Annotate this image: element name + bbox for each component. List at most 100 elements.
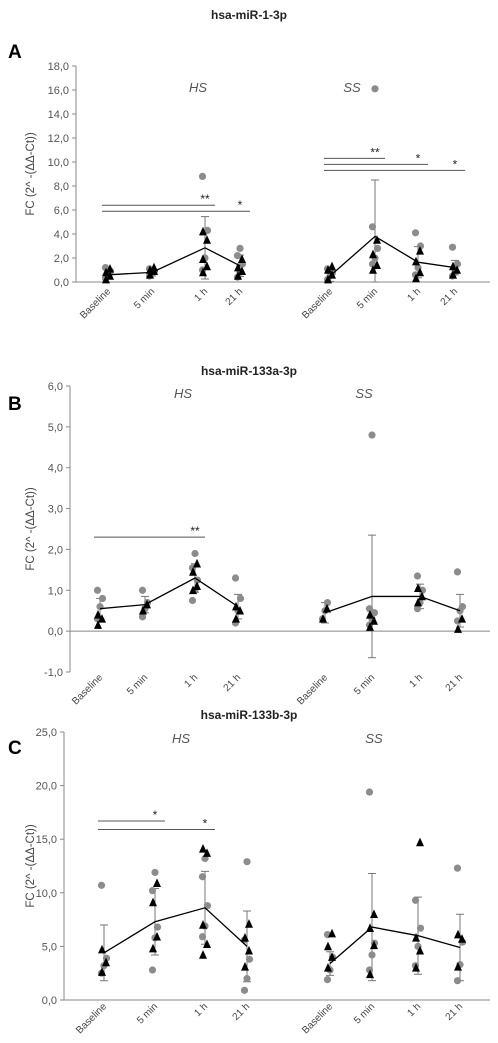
data-point-black bbox=[189, 585, 197, 595]
y-tick-label: 2,0 bbox=[48, 544, 63, 556]
y-tick-label: 3,0 bbox=[48, 504, 63, 516]
panel-label: B bbox=[8, 394, 22, 415]
data-point-black bbox=[146, 265, 154, 274]
data-point-black bbox=[102, 274, 110, 284]
significance-label: * bbox=[453, 157, 458, 171]
data-point-grey bbox=[96, 603, 104, 611]
data-point-black bbox=[199, 920, 207, 929]
data-point-black bbox=[319, 614, 327, 623]
data-point-grey bbox=[236, 594, 245, 603]
data-point-grey bbox=[323, 976, 332, 984]
data-point-black bbox=[370, 616, 378, 625]
data-point-black bbox=[199, 267, 207, 277]
data-point-grey bbox=[231, 574, 240, 582]
data-point-grey bbox=[453, 617, 462, 625]
data-point-grey bbox=[413, 605, 422, 613]
data-point-black bbox=[412, 273, 420, 283]
significance-label: ** bbox=[200, 192, 210, 206]
data-point-grey bbox=[148, 966, 157, 974]
y-tick-label: 10,0 bbox=[36, 888, 57, 900]
data-point-grey bbox=[245, 955, 254, 963]
data-point-black bbox=[238, 266, 246, 275]
data-point-black bbox=[414, 597, 422, 607]
data-point-grey bbox=[98, 594, 107, 603]
data-point-black bbox=[150, 262, 158, 272]
x-tick-label: Baseline bbox=[300, 1001, 335, 1036]
data-point-grey bbox=[368, 223, 377, 231]
data-point-black bbox=[139, 605, 147, 615]
chart-panel-b: hsa-miR-133a-3p B -1,0 0,0 1,0 2,0 3,0 4,0 5,0 6,… bbox=[8, 364, 490, 707]
y-tick-label: 0,0 bbox=[42, 995, 57, 1007]
data-point-grey bbox=[416, 924, 425, 932]
data-point-grey bbox=[368, 431, 376, 439]
y-tick-label: 6,0 bbox=[48, 381, 63, 393]
data-point-grey bbox=[323, 598, 332, 607]
data-point-black bbox=[369, 265, 377, 274]
y-tick-label: 16,0 bbox=[48, 85, 69, 97]
data-point-grey bbox=[411, 896, 420, 904]
data-point-grey bbox=[243, 974, 251, 983]
x-tick-label: Baseline bbox=[295, 672, 330, 707]
data-point-black bbox=[199, 226, 207, 236]
data-point-black bbox=[324, 274, 332, 284]
data-point-black bbox=[412, 933, 420, 942]
significance-label: ** bbox=[370, 145, 380, 159]
data-point-black bbox=[193, 558, 201, 568]
x-tick-label: 5 min bbox=[125, 672, 150, 697]
chart-panel-c: hsa-miR-133b-3p C 0,0 5,0 10,0 15,0 20,0 25,0 FC… bbox=[8, 708, 490, 1036]
data-point-black bbox=[106, 264, 114, 273]
x-tick-label: 5 min bbox=[355, 286, 380, 311]
data-point-grey bbox=[153, 923, 162, 931]
data-point-black bbox=[94, 610, 102, 619]
data-point-black bbox=[199, 254, 207, 263]
data-point-black bbox=[328, 261, 336, 271]
data-point-grey bbox=[236, 244, 244, 252]
data-point-grey bbox=[368, 951, 376, 959]
data-point-black bbox=[454, 929, 462, 939]
data-point-black bbox=[416, 837, 424, 847]
data-point-black bbox=[323, 603, 331, 613]
data-point-black bbox=[98, 944, 106, 954]
data-point-grey bbox=[370, 609, 379, 617]
significance-label: * bbox=[203, 817, 208, 831]
data-point-grey bbox=[453, 260, 462, 268]
mean-line bbox=[103, 907, 248, 954]
data-point-black bbox=[203, 261, 211, 271]
data-point-black bbox=[370, 940, 378, 950]
chart-title: hsa-miR-1-3p bbox=[211, 8, 287, 22]
data-point-black bbox=[414, 583, 422, 593]
data-point-grey bbox=[203, 902, 212, 910]
data-point-black bbox=[102, 267, 110, 277]
data-point-black bbox=[189, 567, 197, 576]
data-point-grey bbox=[365, 605, 374, 613]
data-point-grey bbox=[151, 868, 159, 877]
data-point-black bbox=[106, 271, 114, 280]
data-point-black bbox=[232, 601, 240, 611]
chart-title: hsa-miR-133a-3p bbox=[201, 364, 297, 378]
data-point-grey bbox=[102, 954, 111, 962]
group-hs: HS Baseline 5 min 1 h 21 h ** bbox=[70, 386, 245, 707]
data-point-black bbox=[373, 260, 381, 269]
x-tick-label: 5 min bbox=[352, 672, 377, 697]
chart-title: hsa-miR-133b-3p bbox=[201, 708, 298, 722]
data-point-grey bbox=[198, 873, 207, 881]
y-tick-label: 0,0 bbox=[48, 626, 63, 638]
mean-line bbox=[329, 926, 461, 965]
data-point-black bbox=[203, 939, 211, 949]
data-point-grey bbox=[198, 172, 207, 180]
data-point-grey bbox=[371, 85, 379, 93]
data-point-grey bbox=[148, 887, 157, 895]
y-axis-label: FC (2^ -(ΔΔ-Ct)) bbox=[25, 487, 37, 571]
data-point-grey bbox=[101, 264, 110, 272]
data-point-black bbox=[328, 928, 336, 938]
data-point-grey bbox=[243, 858, 251, 866]
x-tick-label: 21 h bbox=[222, 672, 244, 694]
data-point-grey bbox=[138, 586, 147, 594]
data-point-black bbox=[328, 952, 336, 961]
y-tick-label: 10,0 bbox=[48, 157, 69, 169]
group-label: SS bbox=[355, 386, 373, 401]
y-tick-label: 4,0 bbox=[54, 229, 69, 241]
mean-line bbox=[99, 577, 239, 610]
x-tick-label: 1 h bbox=[183, 672, 201, 690]
